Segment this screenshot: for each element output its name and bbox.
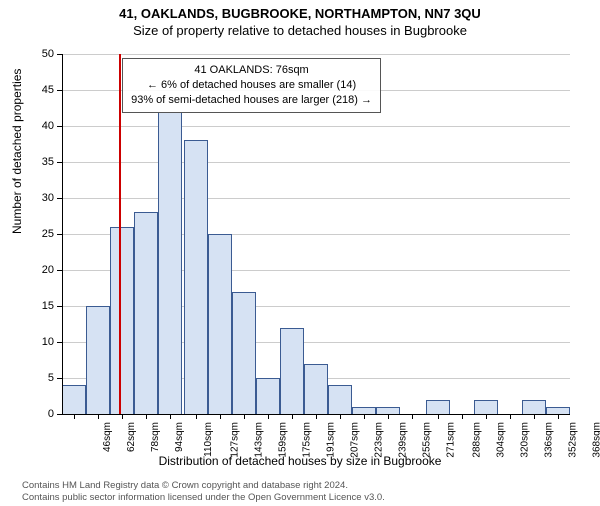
x-tick-label: 336sqm (543, 422, 554, 458)
histogram-bar (304, 364, 328, 414)
x-tick-label: 304sqm (495, 422, 506, 458)
x-tick-label: 255sqm (422, 422, 433, 458)
histogram-bar (256, 378, 280, 414)
histogram-bar (184, 140, 208, 414)
footer-line-2: Contains public sector information licen… (22, 492, 385, 504)
title-address: 41, OAKLANDS, BUGBROOKE, NORTHAMPTON, NN… (0, 6, 600, 21)
x-tick-label: 368sqm (592, 422, 600, 458)
y-axis-line (62, 54, 63, 414)
histogram-bar (474, 400, 498, 414)
x-tick-label: 288sqm (471, 422, 482, 458)
grid-line-h (62, 126, 570, 127)
y-tick-label: 50 (14, 48, 54, 60)
annotation-line-1: 41 OAKLANDS: 76sqm (131, 63, 372, 78)
annotation-line-2: ← 6% of detached houses are smaller (14) (131, 78, 372, 93)
y-tick-label: 10 (14, 336, 54, 348)
annotation-line-3: 93% of semi-detached houses are larger (… (131, 93, 372, 108)
x-tick-label: 175sqm (301, 422, 312, 458)
histogram-bar (232, 292, 256, 414)
x-tick-label: 352sqm (568, 422, 579, 458)
x-tick-label: 191sqm (326, 422, 337, 458)
chart-container: 41, OAKLANDS, BUGBROOKE, NORTHAMPTON, NN… (0, 6, 600, 506)
footer-credits: Contains HM Land Registry data © Crown c… (22, 480, 385, 504)
y-tick-label: 40 (14, 120, 54, 132)
histogram-bar (62, 385, 86, 414)
grid-line-h (62, 198, 570, 199)
y-tick-label: 45 (14, 84, 54, 96)
footer-line-1: Contains HM Land Registry data © Crown c… (22, 480, 385, 492)
x-tick-label: 223sqm (374, 422, 385, 458)
annotation-box: 41 OAKLANDS: 76sqm← 6% of detached house… (122, 58, 381, 113)
x-tick-label: 78sqm (150, 422, 161, 452)
histogram-bar (546, 407, 570, 414)
x-tick-label: 62sqm (126, 422, 137, 452)
histogram-bar (328, 385, 352, 414)
title-subtitle: Size of property relative to detached ho… (0, 23, 600, 38)
histogram-bar (280, 328, 304, 414)
histogram-bar (352, 407, 376, 414)
y-tick-label: 15 (14, 300, 54, 312)
x-tick-label: 46sqm (102, 422, 113, 452)
histogram-bar (376, 407, 400, 414)
plot-area: 0510152025303540455046sqm62sqm78sqm94sqm… (62, 54, 570, 414)
x-tick-label: 127sqm (229, 422, 240, 458)
histogram-bar (426, 400, 450, 414)
reference-line (119, 54, 121, 414)
x-axis-label: Distribution of detached houses by size … (0, 454, 600, 468)
histogram-bar (134, 212, 158, 414)
x-tick-label: 143sqm (253, 422, 264, 458)
histogram-bar (208, 234, 232, 414)
x-tick-label: 207sqm (350, 422, 361, 458)
histogram-bar (86, 306, 110, 414)
x-tick-label: 110sqm (203, 422, 214, 457)
x-tick-label: 320sqm (519, 422, 530, 458)
grid-line-h (62, 54, 570, 55)
x-tick-label: 159sqm (277, 422, 288, 458)
histogram-bar (110, 227, 134, 414)
y-tick-label: 0 (14, 408, 54, 420)
x-tick-label: 271sqm (446, 422, 457, 458)
y-tick-label: 20 (14, 264, 54, 276)
histogram-bar (158, 112, 182, 414)
y-tick-label: 25 (14, 228, 54, 240)
histogram-bar (522, 400, 546, 414)
x-tick-label: 239sqm (398, 422, 409, 458)
y-tick-label: 30 (14, 192, 54, 204)
x-axis-line (62, 414, 570, 415)
grid-line-h (62, 162, 570, 163)
x-tick-label: 94sqm (174, 422, 185, 452)
y-tick-label: 35 (14, 156, 54, 168)
y-tick-label: 5 (14, 372, 54, 384)
